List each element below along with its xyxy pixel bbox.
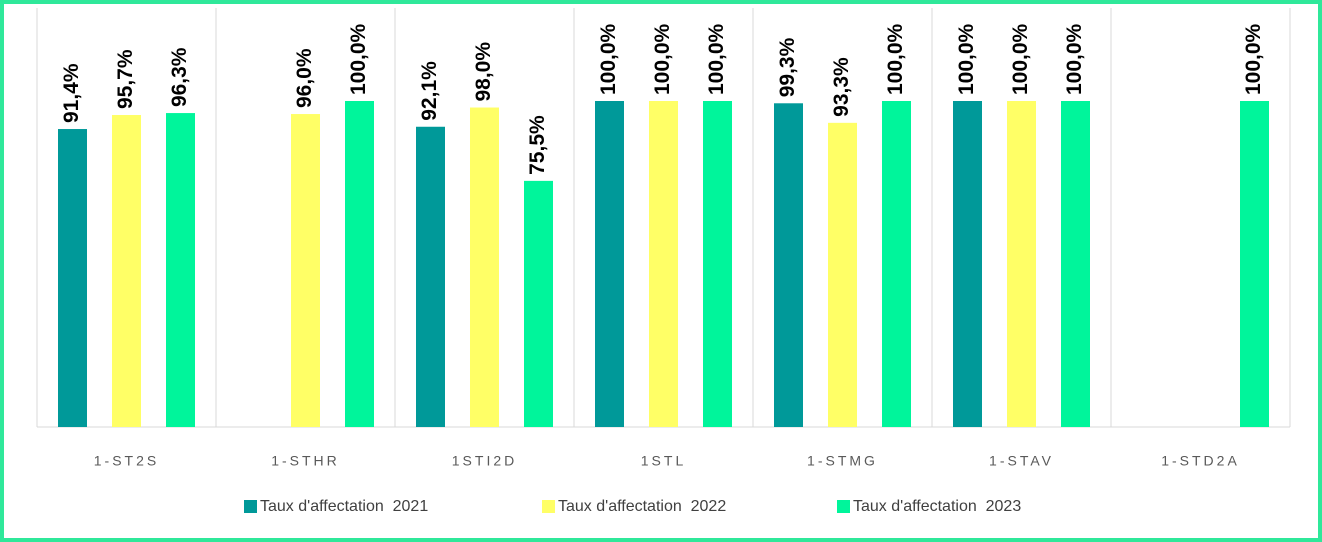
bar <box>112 115 141 427</box>
bar <box>828 122 857 427</box>
data-label: 99,3% <box>776 37 799 97</box>
bar <box>1240 101 1269 427</box>
data-label: 96,3% <box>168 47 191 107</box>
data-label: 100,0% <box>705 23 728 95</box>
bar <box>882 101 911 427</box>
data-label: 91,4% <box>60 63 83 123</box>
legend-swatch <box>542 500 555 513</box>
bar <box>1007 101 1036 427</box>
legend-label: Taux d'affectation 2022 <box>558 498 726 515</box>
bar <box>1061 101 1090 427</box>
legend-swatch <box>837 500 850 513</box>
data-label: 100,0% <box>884 23 907 95</box>
x-tick-label: 1-STMG <box>807 453 878 469</box>
bar <box>649 101 678 427</box>
bar <box>774 103 803 428</box>
data-label: 93,3% <box>830 57 853 117</box>
bar <box>953 101 982 427</box>
data-label: 100,0% <box>1009 23 1032 95</box>
data-label: 75,5% <box>526 115 549 175</box>
x-tick-label: 1STI2D <box>452 453 517 469</box>
bar <box>595 101 624 427</box>
bar <box>166 113 195 427</box>
bar <box>470 107 499 428</box>
x-tick-label: 1-STHR <box>271 453 340 469</box>
data-label: 100,0% <box>651 23 674 95</box>
data-label: 98,0% <box>472 42 495 102</box>
legend-label: Taux d'affectation 2021 <box>260 498 428 515</box>
x-tick-label: 1STL <box>641 453 686 469</box>
data-label: 95,7% <box>114 49 137 109</box>
data-label: 92,1% <box>418 61 441 121</box>
x-tick-label: 1-STD2A <box>1161 453 1240 469</box>
x-tick-label: 1-ST2S <box>94 453 159 469</box>
x-tick-label: 1-STAV <box>989 453 1054 469</box>
data-label: 100,0% <box>347 23 370 95</box>
bar <box>703 101 732 427</box>
legend-label: Taux d'affectation 2023 <box>853 498 1021 515</box>
data-label: 100,0% <box>955 23 978 95</box>
bar <box>345 101 374 427</box>
bar <box>416 126 445 427</box>
data-label: 96,0% <box>293 48 316 108</box>
bar <box>291 114 320 427</box>
bar <box>58 129 87 427</box>
legend-swatch <box>244 500 257 513</box>
data-label: 100,0% <box>597 23 620 95</box>
data-label: 100,0% <box>1063 23 1086 95</box>
bar <box>524 180 553 427</box>
data-label: 100,0% <box>1242 23 1265 95</box>
